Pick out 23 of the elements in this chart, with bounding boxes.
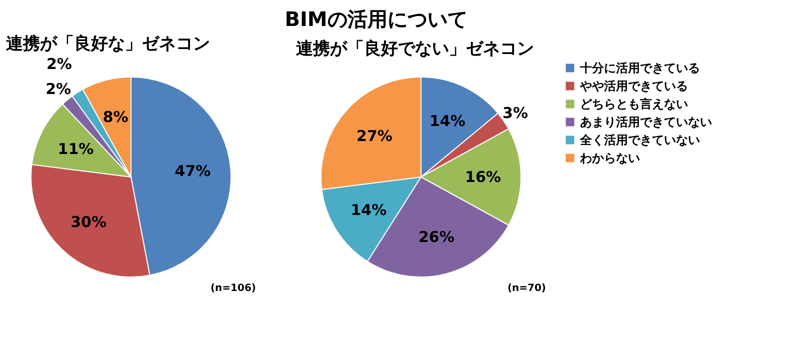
data-label: 14%	[350, 201, 387, 220]
data-label: 27%	[356, 127, 392, 145]
data-label: 2%	[46, 54, 72, 73]
data-label: 8%	[102, 108, 128, 126]
legend-label: あまり活用できていない	[580, 115, 712, 129]
text: (n=70)	[507, 283, 546, 294]
data-label: 14%	[429, 112, 466, 130]
legend-label: 全く活用できていない	[579, 133, 700, 147]
chart-title: 連携が「良好な」ゼネコン	[6, 34, 210, 54]
data-label: 16%	[465, 168, 501, 186]
legend-label: わからない	[579, 151, 640, 165]
data-label: 2%	[46, 80, 72, 98]
legend-label: やや活用できている	[579, 79, 688, 93]
text: (n=106)	[210, 283, 256, 294]
data-label: 30%	[70, 213, 107, 232]
text: BIMの活用について	[284, 7, 468, 31]
data-label: 3%	[502, 104, 528, 122]
legend-label: 十分に活用できている	[579, 61, 700, 75]
legend-label: どちらとも言えない	[580, 97, 688, 111]
chart-title: 連携が「良好でない」ゼネコン	[296, 39, 534, 59]
data-label: 47%	[174, 162, 211, 180]
data-label: 11%	[58, 140, 94, 158]
data-label: 26%	[418, 228, 454, 246]
